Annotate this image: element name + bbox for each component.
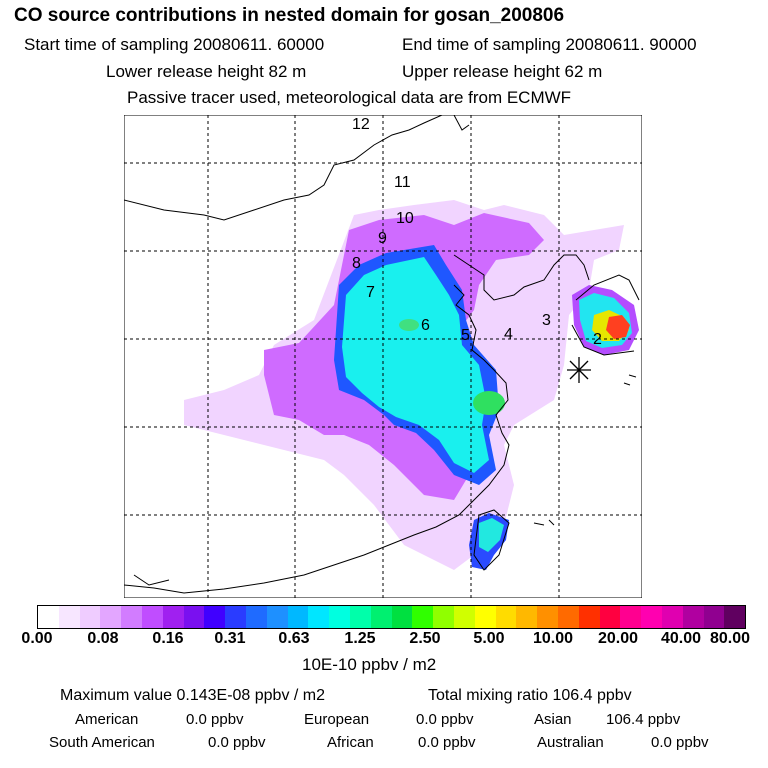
- color-scale-cell: [349, 606, 371, 628]
- receptor-asterisk-icon: [567, 357, 591, 383]
- color-scale-cell: [225, 606, 246, 628]
- color-scale-cell: [557, 606, 579, 628]
- color-scale-cell: [308, 606, 330, 628]
- color-scale-cell: [620, 606, 642, 628]
- concentration-map: 12 11 10 9 8 7 6 5 4 3 2: [124, 115, 642, 598]
- color-scale-cell: [391, 606, 413, 628]
- european-label: European: [304, 711, 370, 728]
- trajectory-label: 5: [461, 327, 470, 344]
- color-scale-cell: [599, 606, 621, 628]
- trajectory-label: 2: [593, 331, 602, 348]
- color-scale-bar: [37, 605, 746, 629]
- total-mixing-ratio: Total mixing ratio 106.4 ppbv: [428, 687, 632, 704]
- south-american-value: 0.0 ppbv: [208, 734, 266, 751]
- color-scale-cell: [162, 606, 184, 628]
- color-scale-cell: [58, 606, 80, 628]
- trajectory-label: 7: [366, 284, 375, 301]
- graticule: [124, 115, 642, 598]
- color-scale-cell: [474, 606, 496, 628]
- asian-label: Asian: [534, 711, 572, 728]
- australian-label: Australian: [537, 734, 604, 751]
- trajectory-label: 6: [421, 317, 430, 334]
- lower-release-height: Lower release height 82 m: [106, 62, 307, 81]
- scale-tick: 10.00: [532, 630, 574, 647]
- scale-tick: 20.00: [597, 630, 639, 647]
- color-scale-cell: [266, 606, 288, 628]
- scale-tick: 0.31: [214, 630, 246, 647]
- american-label: American: [75, 711, 139, 728]
- color-scale-cell: [121, 606, 142, 628]
- trajectory-label: 11: [394, 174, 411, 191]
- end-time-label: End time of sampling 20080611. 90000: [402, 35, 697, 54]
- color-scale-cell: [370, 606, 392, 628]
- color-scale-cell: [682, 606, 704, 628]
- asian-value: 106.4 ppbv: [606, 711, 681, 728]
- coastlines: [124, 115, 640, 594]
- color-scale-cell: [516, 606, 538, 628]
- color-scale-cell: [703, 606, 725, 628]
- african-value: 0.0 ppbv: [418, 734, 476, 751]
- trajectory-label: 8: [352, 255, 361, 272]
- maximum-value: Maximum value 0.143E-08 ppbv / m2: [60, 687, 326, 704]
- trajectory-label: 3: [542, 312, 551, 329]
- color-scale-cell: [537, 606, 558, 628]
- color-scale-cell: [100, 606, 122, 628]
- australian-value: 0.0 ppbv: [651, 734, 709, 751]
- color-scale-cell: [183, 606, 205, 628]
- scale-unit-label: 10E-10 ppbv / m2: [302, 655, 437, 674]
- african-label: African: [327, 734, 374, 751]
- color-scale-cell: [412, 606, 434, 628]
- color-scale-cell: [245, 606, 267, 628]
- scale-tick: 0.63: [278, 630, 310, 647]
- map-title: CO source contributions in nested domain…: [14, 5, 565, 26]
- color-scale-cell: [661, 606, 683, 628]
- korea-hotspot-red: [606, 315, 630, 339]
- upper-release-height: Upper release height 62 m: [402, 62, 603, 81]
- color-scale-cell: [287, 606, 309, 628]
- european-value: 0.0 ppbv: [416, 711, 474, 728]
- color-scale-cell: [578, 606, 600, 628]
- color-scale-cell: [38, 606, 59, 628]
- trajectory-label: 12: [352, 116, 370, 133]
- color-scale-cell: [433, 606, 454, 628]
- color-scale-cell: [79, 606, 101, 628]
- color-scale-cell: [204, 606, 226, 628]
- south-american-label: South American: [49, 734, 155, 751]
- color-scale-cell: [641, 606, 662, 628]
- color-scale-cell: [495, 606, 517, 628]
- start-time-label: Start time of sampling 20080611. 60000: [24, 35, 325, 54]
- color-scale-cell: [329, 606, 350, 628]
- concentration-field: [184, 200, 639, 570]
- plume-cyan: [342, 257, 489, 473]
- scale-tick: 80.00: [709, 630, 751, 647]
- trajectory-label: 10: [396, 210, 414, 227]
- scale-tick: 0.00: [21, 630, 53, 647]
- american-value: 0.0 ppbv: [186, 711, 244, 728]
- tracer-note: Passive tracer used, meteorological data…: [127, 88, 572, 107]
- color-scale-cell: [141, 606, 163, 628]
- color-scale-cell: [453, 606, 475, 628]
- scale-tick: 2.50: [409, 630, 441, 647]
- scale-tick: 5.00: [473, 630, 505, 647]
- scale-tick: 40.00: [660, 630, 702, 647]
- scale-tick: 0.08: [87, 630, 119, 647]
- plume-green: [473, 391, 505, 415]
- trajectory-label: 4: [504, 326, 513, 343]
- scale-tick: 0.16: [152, 630, 184, 647]
- scale-tick: 1.25: [344, 630, 376, 647]
- trajectory-label: 9: [378, 230, 387, 247]
- color-scale-cell: [724, 606, 746, 628]
